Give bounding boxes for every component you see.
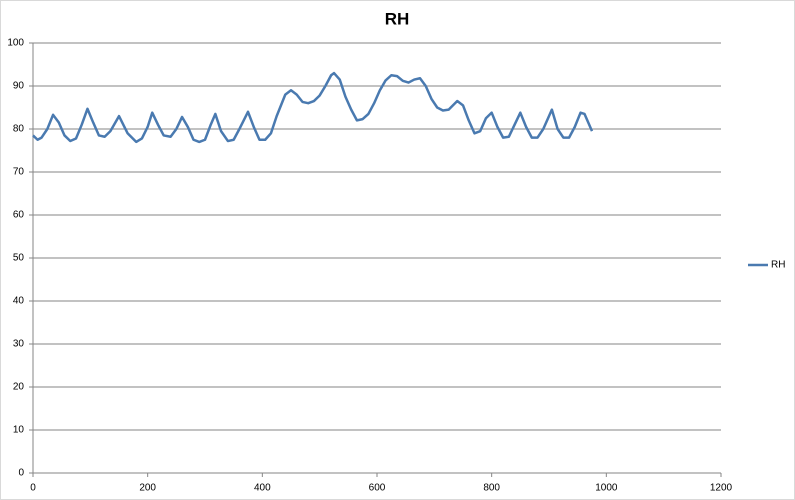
x-tick-label: 200 — [139, 483, 156, 494]
x-tick-label: 1000 — [595, 483, 618, 494]
y-tick-label: 20 — [13, 382, 25, 393]
x-tick-label: 800 — [483, 483, 500, 494]
y-tick-label: 90 — [13, 81, 25, 92]
y-tick-label: 30 — [13, 339, 25, 350]
y-tick-label: 50 — [13, 253, 25, 264]
y-tick-label: 60 — [13, 210, 25, 221]
data-line — [32, 71, 594, 144]
x-tick-label: 0 — [30, 483, 36, 494]
x-tick-label: 1200 — [710, 483, 733, 494]
chart-title: RH — [385, 9, 410, 28]
x-tick-label: 600 — [369, 483, 386, 494]
y-tick-label: 100 — [7, 38, 24, 49]
y-tick-label: 80 — [13, 124, 25, 135]
y-tick-label: 40 — [13, 296, 25, 307]
y-tick-label: 10 — [13, 425, 25, 436]
x-tick-label: 400 — [254, 483, 271, 494]
legend-label: RH — [771, 260, 785, 271]
y-tick-label: 0 — [18, 468, 24, 479]
y-tick-label: 70 — [13, 167, 25, 178]
